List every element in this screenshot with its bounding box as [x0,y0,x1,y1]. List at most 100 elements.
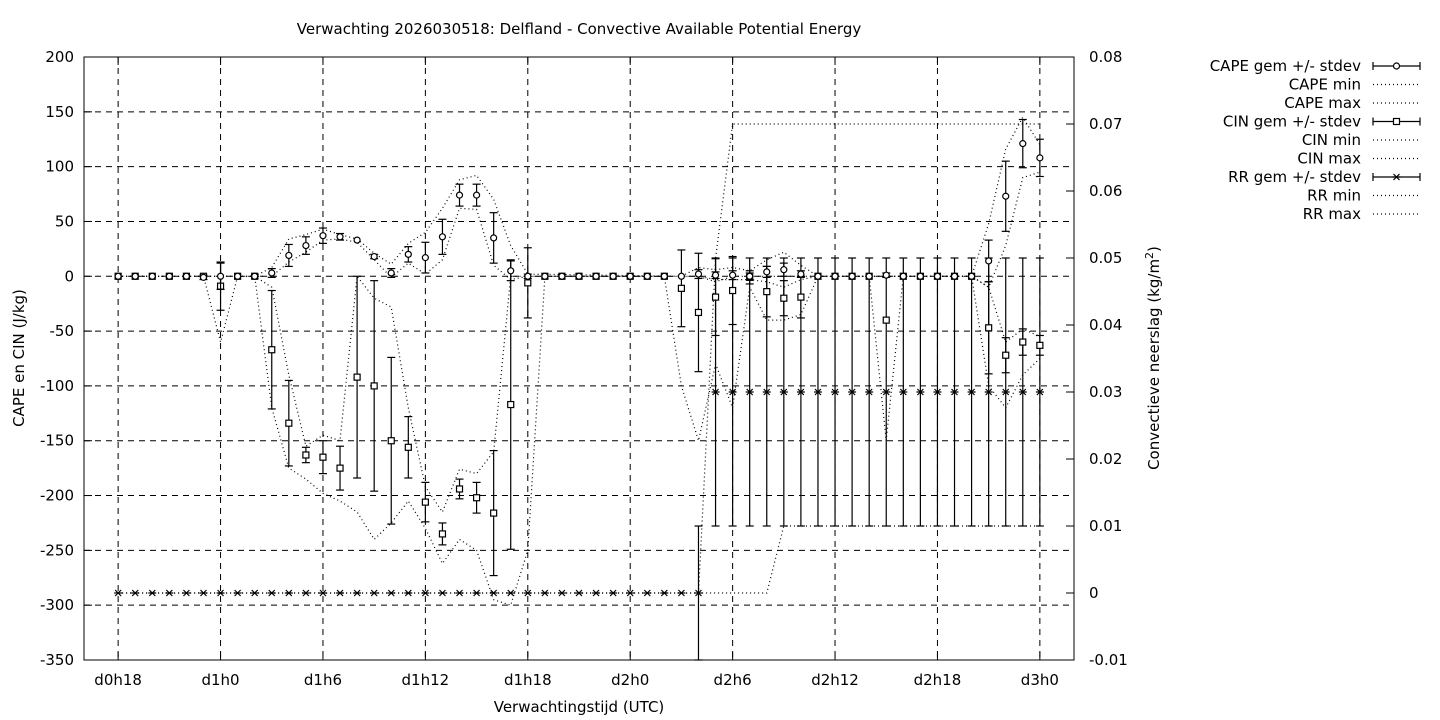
cape-point [251,272,259,280]
cin-point [319,453,327,461]
star-stroke [507,589,515,597]
cape-point [694,270,703,278]
star-stroke [763,388,771,396]
legend-label: RR max [1303,205,1361,223]
rr-point [233,589,242,597]
cin-point [455,485,464,493]
cin-point [677,284,686,292]
rr-series [114,257,1044,661]
x-tick-label: d1h12 [402,671,450,689]
star-stroke [200,589,207,597]
legend-label: RR gem +/- stdev [1228,168,1361,186]
cape-point [643,272,651,280]
legend-label: CIN max [1297,150,1361,168]
cin-point [694,308,703,317]
cin-point [353,373,361,381]
star-stroke [336,589,344,597]
legend-sample-marker [1392,173,1401,181]
rr-point [523,589,532,597]
star-stroke [524,589,532,597]
x-axis-label: Verwachtingstijd (UTC) [494,698,665,716]
x-tick-label: d2h6 [714,671,752,689]
cape-point [541,272,549,280]
cin-point [729,286,737,295]
star-stroke [951,388,958,396]
star-stroke [865,388,873,396]
legend-label: CAPE gem +/- stdev [1210,57,1361,75]
rr-point [694,589,703,597]
star-stroke [677,589,685,597]
star-stroke [626,589,634,597]
cape-point [814,272,822,280]
star-stroke [831,388,839,396]
cape-point [763,268,771,276]
rr-point [865,388,874,396]
rr-point [643,589,652,597]
rr-point [301,589,310,597]
cape-point [353,236,361,244]
star-stroke [1002,388,1010,396]
cape-point [165,272,173,280]
rr-point [165,589,174,597]
x-tick-label: d1h6 [304,671,342,689]
y-tick-label: -250 [40,541,74,559]
y-tick-label: -350 [40,651,74,669]
star-stroke [387,589,395,597]
star-stroke [148,589,156,597]
rr-point [472,589,481,597]
cape-point [933,272,942,280]
cin-point [797,293,805,301]
rr-point [114,589,123,597]
legend-label: CIN gem +/- stdev [1223,113,1361,131]
y-tick-label: 0 [64,267,74,285]
cape-point [524,272,532,280]
rr-point [831,388,840,396]
star-stroke [131,589,139,597]
cape-point [268,269,276,277]
star-stroke [234,589,242,597]
rr-point [728,388,737,396]
rr-point [182,589,191,597]
star-stroke [985,388,993,396]
rr-point [933,388,942,396]
legend-label: CAPE max [1284,94,1361,112]
rr-point [984,388,993,396]
cape-point [967,272,976,280]
cape-point [558,272,566,280]
axis-ticks: 200 150 100 50 0 -50 -100 -150 -200 -250 -300 -350 0… [40,48,1128,689]
rr-point [489,589,498,597]
cape-point [950,272,959,280]
chart-title: Verwachting 2026030518: Delfland - Conve… [297,20,862,38]
cape-point [746,272,754,280]
star-stroke [251,589,259,597]
rr-point [318,589,327,597]
cape-point [370,252,378,261]
star-stroke [456,589,463,597]
x-tick-label: d2h18 [914,671,962,689]
cin-point [387,437,395,445]
star-stroke [370,589,378,597]
cape-max-line [118,116,1041,277]
rr-point [284,589,293,597]
star-stroke [746,388,754,396]
y-tick-label: 150 [45,103,74,121]
star-stroke [899,388,907,396]
star-stroke [609,589,617,597]
rr-point [711,388,720,396]
y2-tick-label: 0.01 [1089,517,1122,535]
cape-point [387,269,395,277]
rr-point [199,589,208,597]
cape-point [490,234,498,242]
star-stroke [695,589,702,597]
rr-point [370,589,379,597]
star-stroke [353,589,361,597]
star-stroke [285,589,293,597]
star-stroke [729,388,737,396]
cape-point [131,272,139,280]
rr-point [677,589,686,597]
cin-point [285,419,293,427]
legend-sample-marker [1392,62,1401,70]
grid-lines [84,57,1074,660]
rr-point [745,388,754,396]
